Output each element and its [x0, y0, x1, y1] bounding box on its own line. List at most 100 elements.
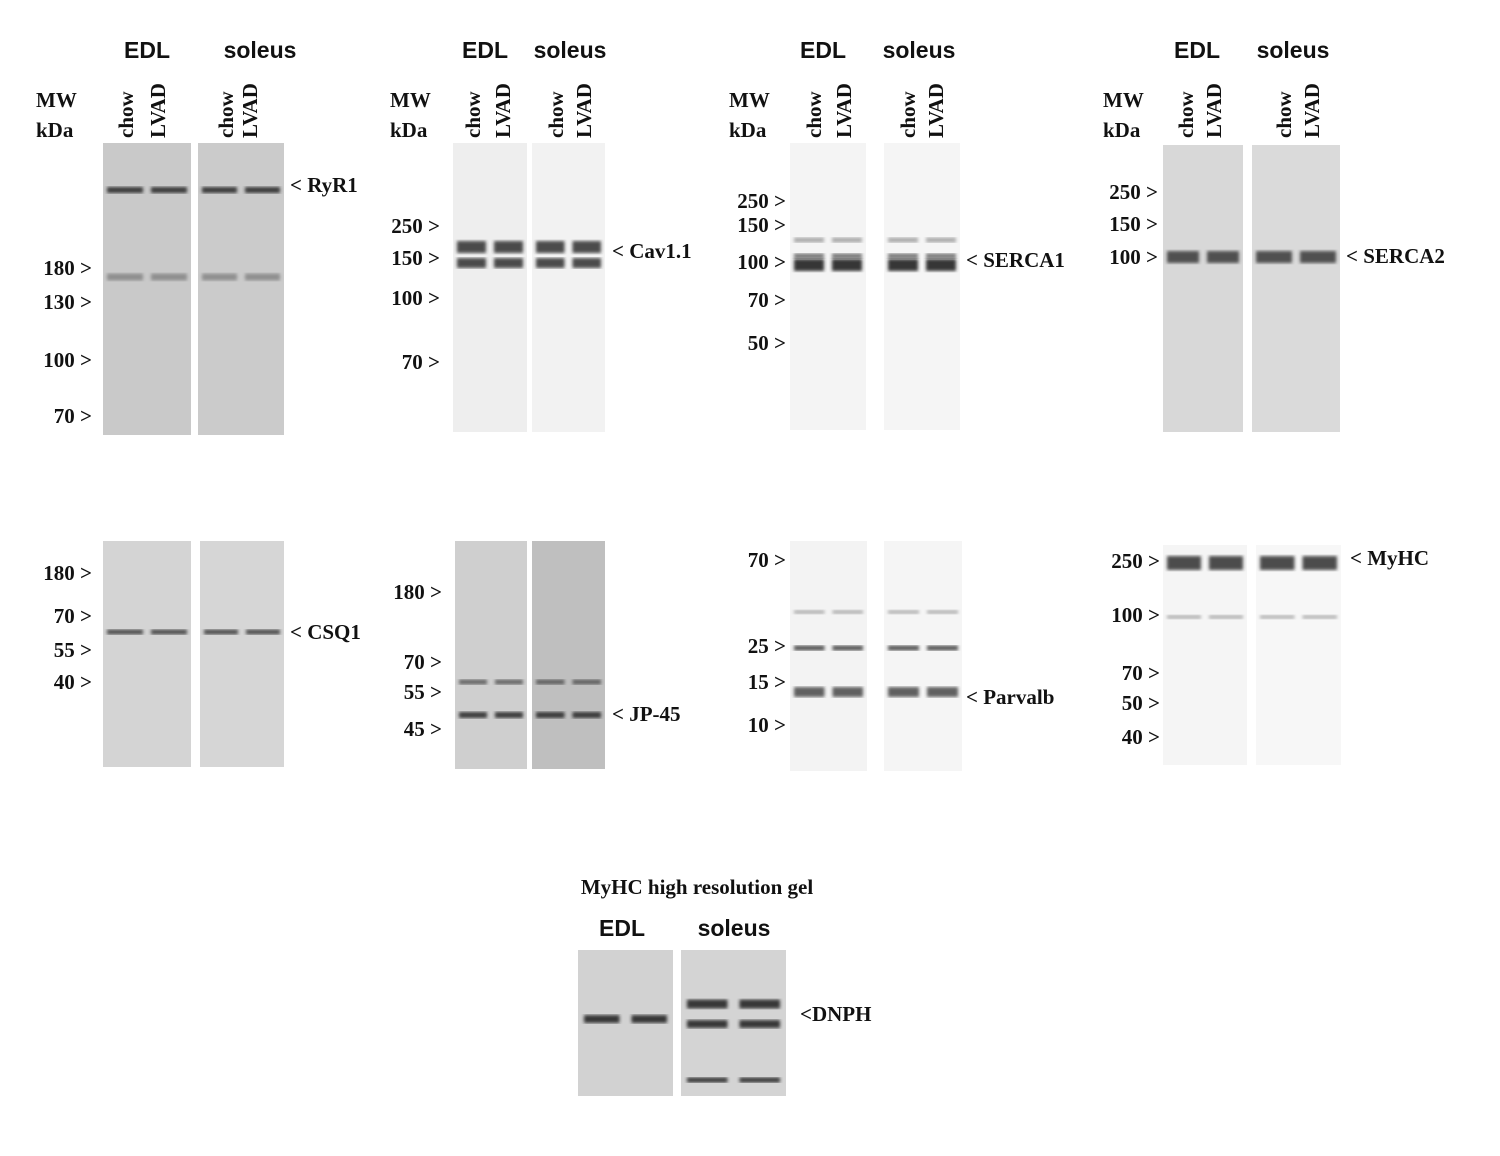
marker: 150 >	[1109, 212, 1158, 236]
lane-label: chow	[544, 91, 568, 139]
band	[494, 241, 523, 253]
band	[204, 629, 238, 635]
group-label: soleus	[224, 37, 297, 63]
blot	[884, 541, 962, 771]
mw-label: MW	[390, 88, 431, 112]
band	[888, 259, 918, 271]
protein-label: < MyHC	[1350, 546, 1429, 570]
blot	[103, 541, 191, 767]
marker: 25 >	[748, 634, 786, 658]
band	[459, 679, 487, 685]
band	[246, 629, 280, 635]
marker: 55 >	[54, 638, 92, 662]
lane-label: LVAD	[1300, 83, 1324, 138]
mw-label: kDa	[36, 118, 74, 142]
protein-label: <DNPH	[800, 1002, 871, 1026]
band	[888, 610, 919, 614]
marker: 180 >	[393, 580, 442, 604]
band	[536, 241, 565, 253]
marker: 70 >	[54, 404, 92, 428]
mw-label: MW	[1103, 88, 1144, 112]
band	[927, 687, 958, 697]
band	[1209, 556, 1243, 570]
band	[572, 712, 601, 718]
band	[584, 1015, 620, 1023]
blot	[453, 143, 527, 432]
marker: 130 >	[43, 290, 92, 314]
blot	[200, 541, 284, 767]
marker: 250 >	[1111, 549, 1160, 573]
band	[926, 259, 956, 271]
marker: 70 >	[54, 604, 92, 628]
gel-title: MyHC high resolution gel	[581, 875, 814, 899]
band	[202, 273, 237, 281]
band	[888, 687, 919, 697]
band	[495, 712, 523, 718]
band	[1167, 251, 1199, 263]
marker: 40 >	[1122, 725, 1160, 749]
band	[832, 687, 863, 697]
marker: 70 >	[404, 650, 442, 674]
marker: 100 >	[737, 250, 786, 274]
marker: 150 >	[737, 213, 786, 237]
mw-label: kDa	[729, 118, 767, 142]
blot	[790, 143, 866, 430]
band	[1209, 615, 1243, 619]
band	[457, 258, 486, 268]
mw-label: MW	[36, 88, 77, 112]
marker: 40 >	[54, 670, 92, 694]
band	[536, 679, 565, 685]
marker: 45 >	[404, 717, 442, 741]
marker: 55 >	[404, 680, 442, 704]
band	[107, 187, 143, 193]
band	[739, 1077, 780, 1083]
blot	[790, 541, 867, 771]
band	[107, 629, 143, 635]
band	[927, 610, 958, 614]
band	[1260, 556, 1295, 570]
band	[1260, 615, 1295, 619]
band	[572, 679, 601, 685]
protein-label: < Parvalb	[966, 685, 1054, 709]
lane-label: LVAD	[491, 83, 515, 138]
blot	[103, 143, 191, 435]
lane-label: chow	[1174, 91, 1198, 139]
marker: 100 >	[1111, 603, 1160, 627]
protein-label: < SERCA2	[1346, 244, 1445, 268]
band	[1256, 251, 1292, 263]
band	[151, 629, 187, 635]
protein-label: < RyR1	[290, 173, 358, 197]
band	[832, 645, 863, 651]
lane-label: LVAD	[238, 83, 262, 138]
band	[1302, 556, 1337, 570]
band	[926, 237, 956, 243]
lane-label: chow	[1272, 91, 1296, 139]
marker: 50 >	[1122, 691, 1160, 715]
band	[739, 999, 780, 1009]
marker: 100 >	[391, 286, 440, 310]
band	[1167, 556, 1201, 570]
marker: 10 >	[748, 713, 786, 737]
group-label: soleus	[883, 37, 956, 63]
marker: 150 >	[391, 246, 440, 270]
band	[794, 259, 824, 271]
band	[459, 712, 487, 718]
blot	[532, 143, 605, 432]
band	[832, 610, 863, 614]
lane-label: LVAD	[832, 83, 856, 138]
band	[1207, 251, 1239, 263]
band	[151, 273, 187, 281]
protein-label: < JP-45	[612, 702, 681, 726]
band	[245, 187, 280, 193]
lane-label: LVAD	[924, 83, 948, 138]
band	[536, 258, 565, 268]
marker: 180 >	[43, 561, 92, 585]
band	[245, 273, 280, 281]
band	[832, 259, 862, 271]
band	[1302, 615, 1337, 619]
blot	[1256, 545, 1341, 765]
protein-label: < Cav1.1	[612, 239, 692, 263]
mw-label: kDa	[1103, 118, 1141, 142]
group-label: soleus	[698, 915, 771, 941]
